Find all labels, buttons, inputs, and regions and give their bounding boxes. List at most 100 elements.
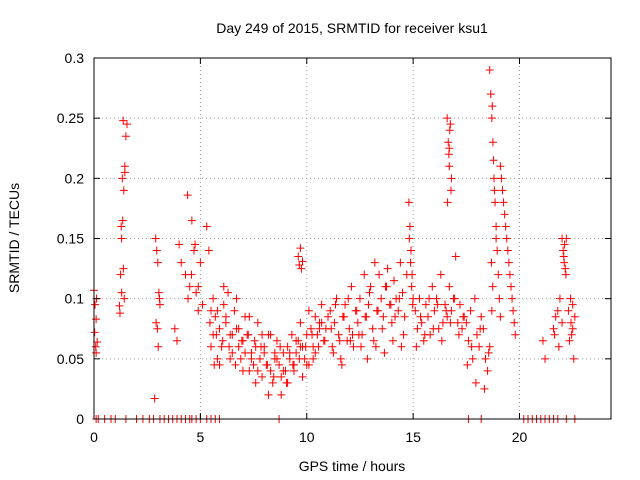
data-point (364, 300, 373, 309)
data-point (400, 312, 409, 321)
data-point (224, 288, 233, 297)
data-point (292, 336, 301, 345)
data-point (378, 324, 387, 333)
data-point (309, 354, 318, 363)
data-point (462, 318, 471, 327)
data-point (363, 354, 372, 363)
data-point (196, 258, 205, 267)
data-point (551, 312, 560, 321)
data-point (345, 324, 354, 333)
x-tick-label: 0 (90, 429, 98, 445)
data-point (413, 324, 422, 333)
data-point (332, 294, 341, 303)
data-point (317, 318, 326, 327)
data-point (264, 390, 273, 399)
data-point (298, 257, 307, 266)
data-point (445, 144, 454, 153)
data-point (272, 354, 281, 363)
data-point (561, 264, 570, 273)
data-point (215, 324, 224, 333)
data-point (491, 198, 500, 207)
data-point (559, 252, 568, 261)
data-point (387, 318, 396, 327)
data-point (541, 354, 550, 363)
data-point (341, 300, 350, 309)
data-point (189, 246, 198, 255)
data-point (438, 318, 447, 327)
data-point (454, 330, 463, 339)
data-point (247, 354, 256, 363)
data-point (279, 366, 288, 375)
data-point (485, 342, 494, 351)
data-point (488, 102, 497, 111)
axis-ticks: 0 0.05 0.1 0.15 0.2 0.25 0.3 0 5 10 15 20 (57, 50, 611, 445)
data-point (407, 282, 416, 291)
data-point (507, 282, 516, 291)
data-point (285, 348, 294, 357)
data-point (202, 222, 211, 231)
data-point (389, 276, 398, 285)
data-point (566, 294, 575, 303)
data-point (194, 306, 203, 315)
data-point (394, 306, 403, 315)
data-point (268, 378, 277, 387)
data-point (388, 336, 397, 345)
data-point (408, 270, 417, 279)
data-point (152, 318, 161, 327)
data-point (495, 294, 504, 303)
data-point (432, 294, 441, 303)
data-point (155, 294, 164, 303)
data-point (562, 234, 571, 243)
data-point (508, 294, 517, 303)
data-point (170, 324, 179, 333)
data-point (119, 186, 128, 195)
data-point (251, 378, 260, 387)
data-point (397, 342, 406, 351)
data-point (276, 342, 285, 351)
data-point (346, 336, 355, 345)
data-point (266, 330, 275, 339)
data-point (467, 342, 476, 351)
data-point (441, 300, 450, 309)
data-point (296, 318, 305, 327)
data-point (485, 66, 494, 75)
data-point (472, 330, 481, 339)
y-tick-label: 0.3 (65, 50, 85, 66)
data-point (445, 162, 454, 171)
data-point (450, 294, 459, 303)
y-axis-label: SRMTID / TECUs (6, 183, 22, 293)
data-point (207, 342, 216, 351)
data-point (366, 282, 375, 291)
y-tick-label: 0.2 (65, 170, 85, 186)
data-point (204, 246, 213, 255)
data-point (153, 258, 162, 267)
data-point (509, 306, 518, 315)
data-point (405, 234, 414, 243)
data-point (355, 294, 364, 303)
data-point (230, 306, 239, 315)
data-point (559, 246, 568, 255)
plot-frame (93, 57, 612, 420)
data-point (90, 328, 99, 337)
data-point (379, 312, 388, 321)
data-point (453, 318, 462, 327)
data-point (471, 378, 480, 387)
data-point (311, 348, 320, 357)
data-point (255, 354, 264, 363)
data-point (538, 336, 547, 345)
data-point (499, 198, 508, 207)
data-point (294, 252, 303, 261)
data-point (374, 306, 383, 315)
data-point (437, 336, 446, 345)
data-point (416, 312, 425, 321)
data-point (490, 186, 499, 195)
data-point (153, 324, 162, 333)
data-point (304, 306, 313, 315)
data-point (488, 138, 497, 147)
data-point (209, 294, 218, 303)
data-point (360, 270, 369, 279)
data-point (415, 294, 424, 303)
data-point (468, 354, 477, 363)
y-tick-label: 0.05 (57, 351, 84, 367)
